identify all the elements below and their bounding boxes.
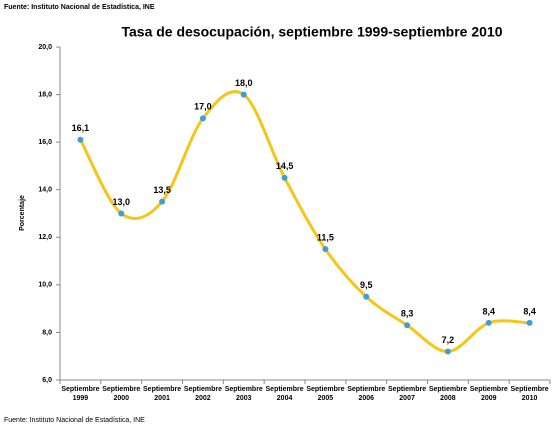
value-label: 17,0 [194,102,212,112]
x-tick-label: Septiembre 2004 [265,386,304,402]
value-label: 8,3 [401,309,414,319]
value-label: 7,2 [442,335,455,345]
value-label: 11,5 [317,233,334,243]
value-label: 18,0 [235,78,253,88]
y-tick-label: 20,0 [38,44,52,51]
y-tick-label: 18,0 [38,91,52,98]
x-tick-label: Septiembre 2009 [469,386,508,402]
marker [526,319,533,326]
marker [281,174,288,181]
marker [444,348,451,355]
x-tick-label: Septiembre 2007 [388,386,427,402]
source-bottom: Fuente: Instituto Nacional de Estadístic… [4,417,145,424]
value-label: 8,4 [523,306,536,316]
chart-title: Tasa de desocupación, septiembre 1999-se… [121,24,502,40]
y-tick-label: 14,0 [38,187,52,194]
y-tick-label: 10,0 [38,282,52,289]
x-tick-label: Septiembre 2003 [224,386,263,402]
value-label: 9,5 [360,280,373,290]
marker [404,322,411,329]
marker [199,115,206,122]
x-tick-label: Septiembre 2002 [183,386,222,402]
x-tick-label: Septiembre 2005 [306,386,345,402]
marker [485,319,492,326]
value-label: 13,0 [112,197,130,207]
x-tick-label: Septiembre 2001 [143,386,182,402]
value-label: 8,4 [482,306,495,316]
marker [322,246,329,253]
marker [159,198,166,205]
y-axis-label: Porcentaje [19,195,26,231]
x-tick-label: Septiembre 2008 [428,386,467,402]
value-label: 13,5 [153,185,171,195]
source-top: Fuente: Instituto Nacional de Estadístic… [4,4,155,11]
y-tick-label: 8,0 [42,329,52,336]
line [79,90,530,353]
value-label: 16,1 [72,123,90,133]
x-tick-label: Septiembre 2000 [102,386,141,402]
marker [363,293,370,300]
x-tick-label: Septiembre 1999 [61,386,100,402]
marker [240,91,247,98]
value-label: 14,5 [276,161,294,171]
marker [77,136,84,143]
y-tick-label: 6,0 [42,377,52,384]
y-tick-label: 16,0 [38,139,52,146]
x-tick-label: Septiembre 2010 [510,386,549,402]
y-tick-label: 12,0 [38,234,52,241]
x-tick-label: Septiembre 2006 [347,386,386,402]
marker [118,210,125,217]
